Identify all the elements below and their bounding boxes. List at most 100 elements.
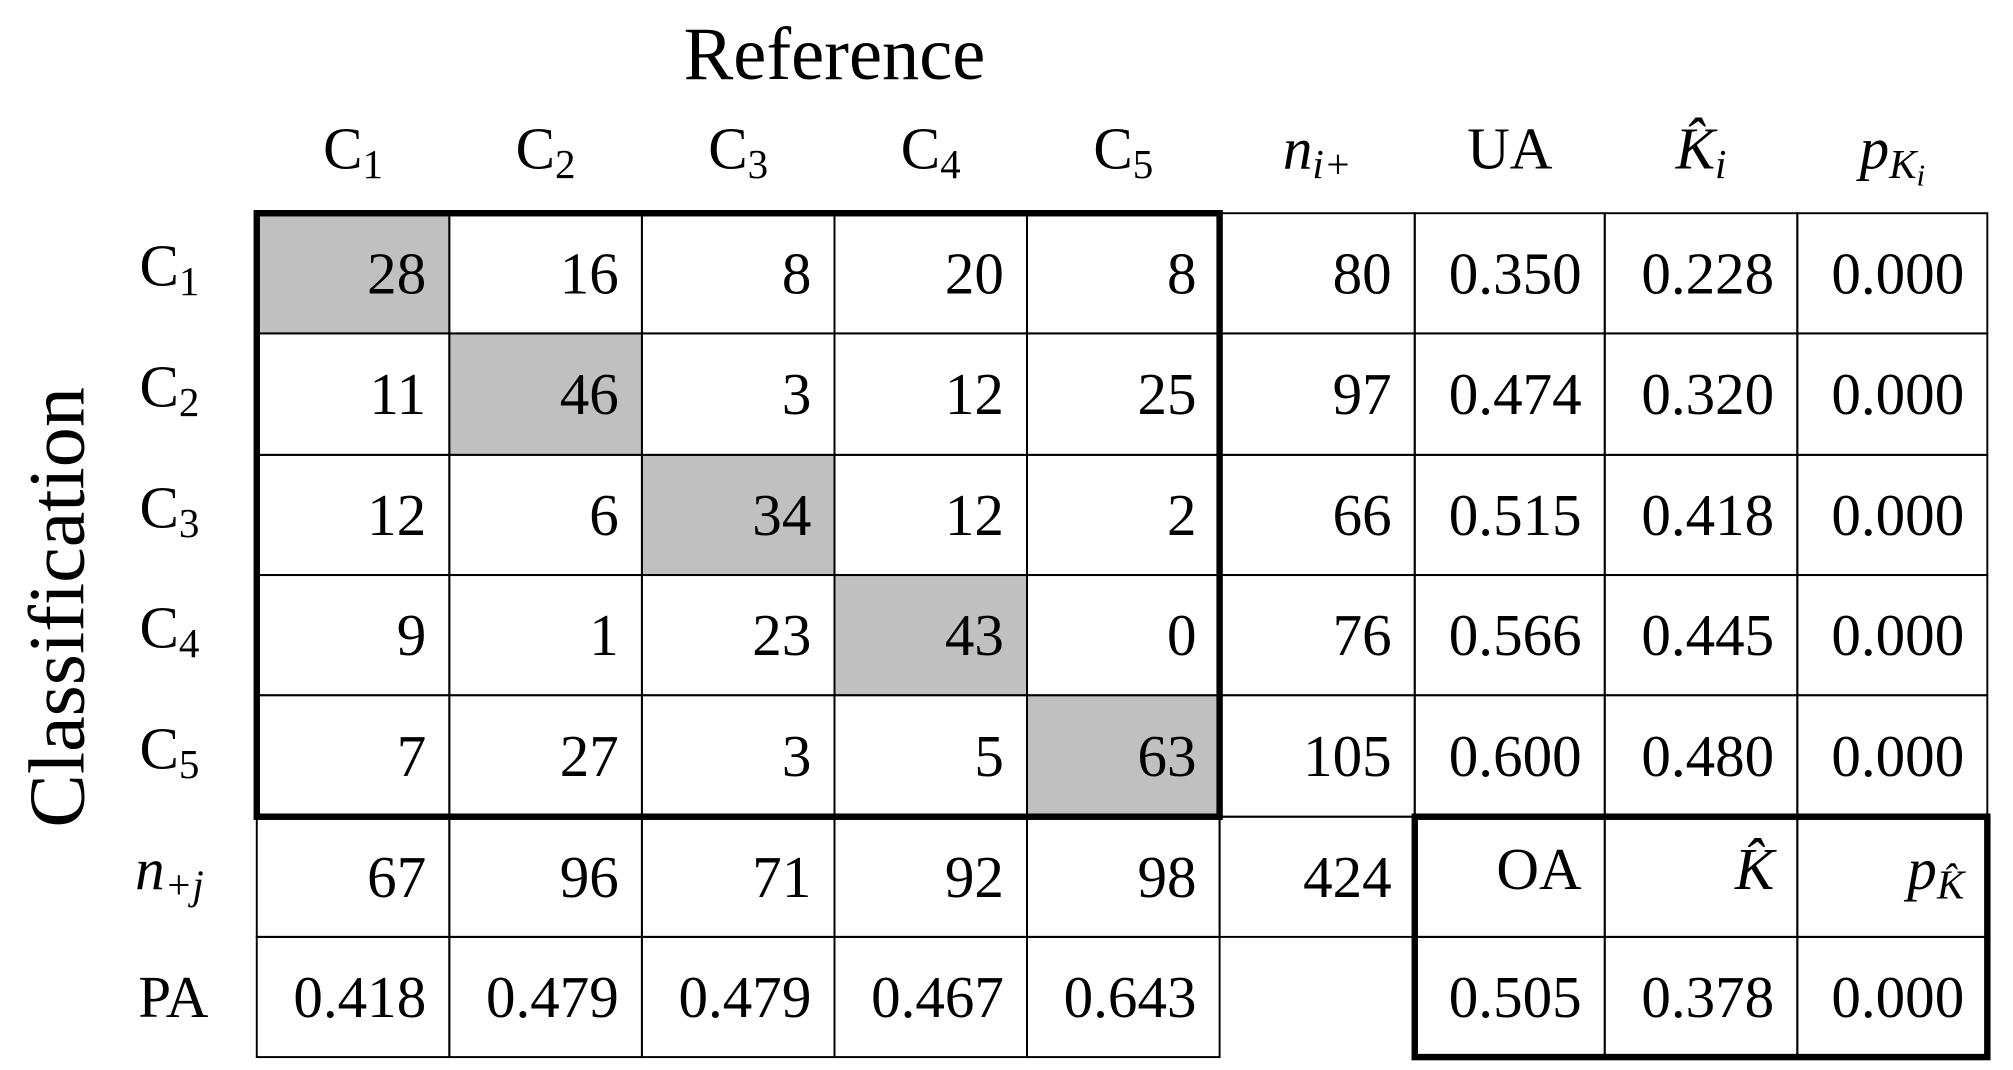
row-header: C1 bbox=[139, 232, 199, 304]
column-header: C4 bbox=[901, 116, 961, 188]
count-cell: 8 bbox=[782, 240, 812, 306]
count-cell: 25 bbox=[1137, 361, 1196, 427]
count-cell: 23 bbox=[752, 602, 811, 668]
overall-header: OA bbox=[1496, 836, 1581, 902]
row-header: PA bbox=[138, 964, 208, 1030]
count-cell: 27 bbox=[560, 723, 619, 789]
count-cell: 12 bbox=[945, 361, 1004, 427]
p-cell: 0.000 bbox=[1831, 602, 1964, 668]
column-total: 71 bbox=[752, 844, 811, 910]
column-header-sub: K bbox=[1888, 141, 1919, 187]
overall-value: 0.505 bbox=[1449, 964, 1582, 1030]
row-header-sub: 5 bbox=[179, 741, 200, 787]
column-header-base: C bbox=[901, 116, 940, 182]
count-cell: 46 bbox=[560, 361, 619, 427]
count-cell: 9 bbox=[397, 602, 427, 668]
count-cell: 12 bbox=[945, 482, 1004, 548]
column-total: 67 bbox=[367, 844, 426, 910]
row-total: 80 bbox=[1333, 240, 1392, 306]
column-header-base: C bbox=[323, 116, 362, 182]
row-header-sub: 4 bbox=[179, 620, 200, 666]
count-cell: 2 bbox=[1167, 482, 1197, 548]
pa-cell: 0.479 bbox=[679, 964, 812, 1030]
row-header-sub: 2 bbox=[179, 379, 200, 425]
column-header: C3 bbox=[708, 116, 768, 188]
row-header-sub: 3 bbox=[179, 500, 200, 546]
row-header: n+j bbox=[135, 836, 204, 908]
count-cell: 16 bbox=[560, 240, 619, 306]
row-total: 97 bbox=[1333, 361, 1392, 427]
pa-cell: 0.479 bbox=[486, 964, 619, 1030]
overall-header: K̂ bbox=[1734, 836, 1778, 902]
column-header-base: C bbox=[516, 116, 555, 182]
pa-cell: 0.467 bbox=[871, 964, 1004, 1030]
count-cell: 3 bbox=[782, 361, 812, 427]
count-cell: 63 bbox=[1137, 723, 1196, 789]
overall-value: 0.378 bbox=[1641, 964, 1774, 1030]
pa-cell: 0.643 bbox=[1064, 964, 1197, 1030]
column-header-sub: 3 bbox=[748, 141, 769, 187]
diagonal-cell bbox=[641, 454, 835, 576]
p-cell: 0.000 bbox=[1831, 723, 1964, 789]
row-header-base: PA bbox=[138, 964, 208, 1030]
diagonal-cell bbox=[256, 213, 450, 334]
cell-border bbox=[1026, 935, 1221, 1059]
p-cell: 0.000 bbox=[1831, 482, 1964, 548]
row-header: C3 bbox=[139, 474, 199, 546]
kappa-cell: 0.418 bbox=[1641, 482, 1774, 548]
count-cell: 28 bbox=[367, 240, 426, 306]
ua-cell: 0.474 bbox=[1449, 361, 1582, 427]
row-header-base: C bbox=[139, 232, 178, 298]
count-cell: 43 bbox=[945, 602, 1004, 668]
overall-header-base: K̂ bbox=[1734, 836, 1778, 902]
kappa-cell: 0.228 bbox=[1641, 240, 1774, 306]
kappa-cell: 0.445 bbox=[1641, 602, 1774, 668]
row-total: 66 bbox=[1333, 482, 1392, 548]
row-total: 76 bbox=[1333, 602, 1392, 668]
kappa-cell: 0.480 bbox=[1641, 723, 1774, 789]
column-header: K̂i bbox=[1675, 116, 1727, 188]
matrix-border bbox=[253, 209, 1223, 820]
row-header: C4 bbox=[139, 594, 199, 666]
column-header-sub: i bbox=[1715, 141, 1726, 187]
column-header-sub: 2 bbox=[555, 141, 576, 187]
row-header-base: C bbox=[139, 353, 178, 419]
kappa-cell: 0.320 bbox=[1641, 361, 1774, 427]
row-header: C5 bbox=[139, 715, 199, 787]
column-header: C5 bbox=[1093, 116, 1153, 188]
column-header-sub: 1 bbox=[362, 141, 383, 187]
overall-header-base: p bbox=[1903, 836, 1937, 902]
pa-cell: 0.418 bbox=[293, 964, 426, 1030]
ua-cell: 0.566 bbox=[1449, 602, 1582, 668]
diagonal-cell bbox=[834, 575, 1028, 696]
column-total: 96 bbox=[560, 844, 619, 910]
row-header: C2 bbox=[139, 353, 199, 425]
count-cell: 34 bbox=[752, 482, 811, 548]
column-header-base: UA bbox=[1467, 116, 1552, 182]
count-cell: 8 bbox=[1167, 240, 1197, 306]
column-total: 92 bbox=[945, 844, 1004, 910]
column-header: UA bbox=[1467, 116, 1552, 182]
count-cell: 1 bbox=[589, 602, 619, 668]
ua-cell: 0.600 bbox=[1449, 723, 1582, 789]
column-header-base: p bbox=[1856, 116, 1890, 182]
column-header-subsub: i bbox=[1917, 157, 1926, 192]
count-cell: 20 bbox=[945, 240, 1004, 306]
overall-header-base: OA bbox=[1496, 836, 1581, 902]
column-header-sub: 4 bbox=[940, 141, 961, 187]
column-header: pKi bbox=[1856, 116, 1925, 193]
diagonal-cell bbox=[449, 333, 642, 455]
count-cell: 11 bbox=[369, 361, 426, 427]
count-cell: 5 bbox=[974, 723, 1004, 789]
count-cell: 7 bbox=[397, 723, 427, 789]
row-header-base: C bbox=[139, 474, 178, 540]
row-header-base: C bbox=[139, 715, 178, 781]
column-header-sub: 5 bbox=[1133, 141, 1154, 187]
column-axis-title: Reference bbox=[684, 13, 986, 96]
ua-cell: 0.515 bbox=[1449, 482, 1582, 548]
row-header-base: C bbox=[139, 594, 178, 660]
overall-header: pK̂ bbox=[1903, 836, 1966, 908]
p-cell: 0.000 bbox=[1831, 240, 1964, 306]
overall-value: 0.000 bbox=[1831, 964, 1964, 1030]
